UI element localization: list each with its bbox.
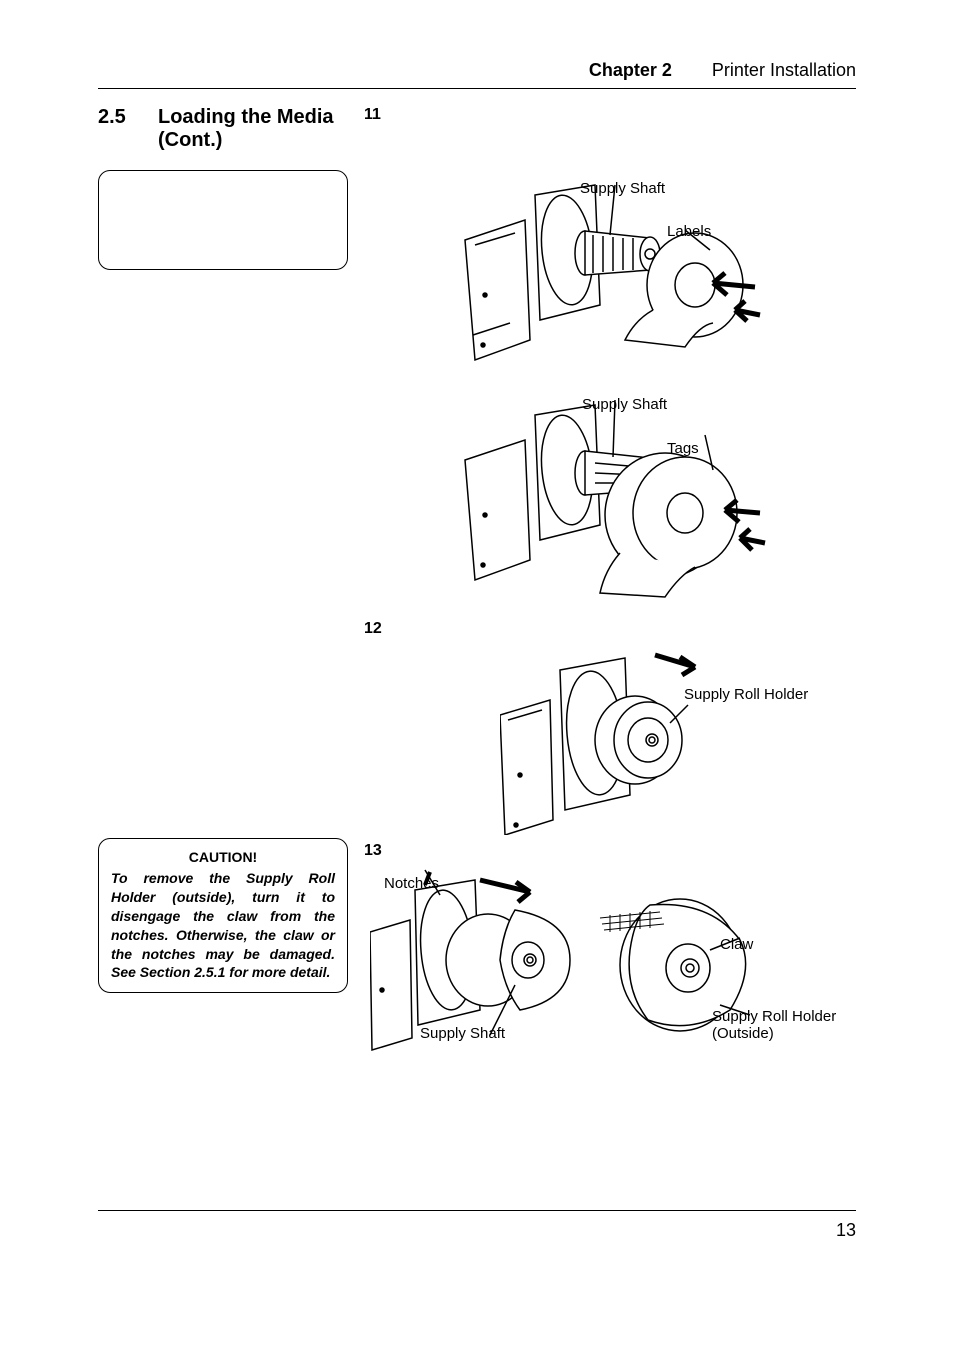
diagram-tags — [455, 395, 785, 605]
label-notches: Notches — [384, 875, 439, 892]
page-number: 13 — [836, 1220, 856, 1241]
label-supply-shaft-1: Supply Shaft — [580, 180, 665, 197]
caution-body: To remove the Supply Roll Holder (outsid… — [111, 869, 335, 982]
caution-title: CAUTION! — [111, 849, 335, 865]
header-rule — [98, 88, 856, 89]
diagram-labels — [455, 175, 785, 375]
section-number: 2.5 — [98, 106, 126, 129]
step-12: 12 — [364, 620, 382, 638]
label-supply-shaft-3: Supply Shaft — [420, 1025, 505, 1042]
section-title: Loading the Media (Cont.) — [158, 106, 338, 152]
label-claw: Claw — [720, 936, 753, 953]
footer-rule — [98, 1210, 856, 1211]
header-title: Printer Installation — [712, 60, 856, 81]
label-tags: Tags — [667, 440, 699, 457]
diagram-supply-roll-holder — [500, 645, 780, 835]
label-srho-line1: Supply Roll Holder — [712, 1008, 836, 1025]
step-11: 11 — [364, 106, 381, 124]
empty-rounded-box — [98, 170, 348, 270]
step-13: 13 — [364, 842, 382, 860]
label-srho-line2: (Outside) — [712, 1025, 774, 1042]
label-supply-roll-holder-outside: Supply Roll Holder (Outside) — [712, 1008, 836, 1042]
label-supply-shaft-2: Supply Shaft — [582, 396, 667, 413]
caution-box: CAUTION! To remove the Supply Roll Holde… — [98, 838, 348, 993]
label-labels: Labels — [667, 223, 711, 240]
chapter-label: Chapter 2 — [589, 60, 672, 81]
label-supply-roll-holder: Supply Roll Holder — [684, 686, 808, 703]
